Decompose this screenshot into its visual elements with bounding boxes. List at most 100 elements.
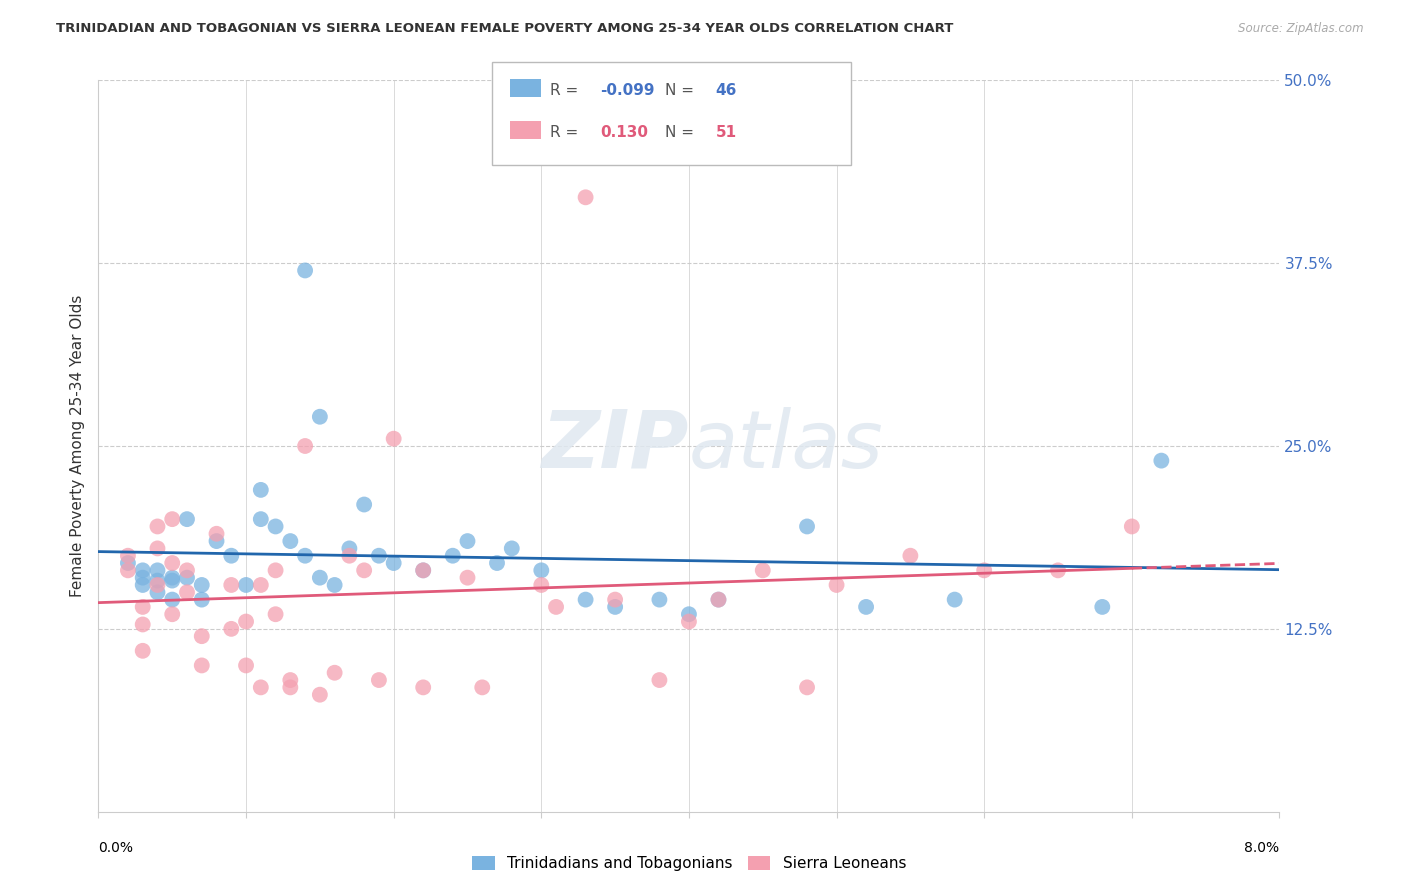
Point (441, 549, 464, 563)
Point (382, 432, 405, 446)
Point (205, 526, 228, 541)
Point (162, 574, 183, 588)
Point (796, 519, 818, 533)
Point (219, 622, 242, 636)
Text: atlas: atlas (689, 407, 884, 485)
Point (205, 534, 228, 549)
Point (132, 617, 155, 632)
Point (796, 681, 818, 695)
Point (412, 563, 434, 577)
Point (191, 658, 214, 673)
Text: Source: ZipAtlas.com: Source: ZipAtlas.com (1239, 22, 1364, 36)
Point (353, 563, 375, 577)
Text: 0.0%: 0.0% (98, 841, 134, 855)
Point (250, 578, 273, 592)
Point (648, 673, 671, 687)
Point (294, 549, 316, 563)
Point (132, 571, 155, 585)
Text: -0.099: -0.099 (600, 83, 655, 98)
Text: R =: R = (550, 125, 588, 140)
Text: 8.0%: 8.0% (1244, 841, 1279, 855)
Point (235, 615, 257, 629)
Point (146, 563, 169, 577)
Point (323, 578, 346, 592)
Point (323, 665, 346, 680)
Point (146, 519, 169, 533)
Point (219, 578, 242, 592)
Point (146, 574, 169, 588)
Point (337, 549, 360, 563)
Text: N =: N = (665, 83, 699, 98)
Text: N =: N = (665, 125, 699, 140)
Point (146, 541, 169, 556)
Point (943, 592, 966, 607)
Point (278, 673, 302, 687)
Point (412, 681, 434, 695)
Point (648, 592, 671, 607)
Point (146, 585, 169, 599)
Point (530, 563, 553, 577)
Point (678, 615, 700, 629)
Point (176, 571, 198, 585)
Point (1121, 519, 1143, 533)
Point (264, 519, 287, 533)
Text: ZIP: ZIP (541, 407, 689, 485)
Point (191, 592, 214, 607)
Point (605, 599, 627, 614)
Point (530, 578, 553, 592)
Point (117, 563, 139, 577)
Point (176, 563, 198, 577)
Point (235, 658, 257, 673)
Point (264, 607, 287, 622)
Y-axis label: Female Poverty Among 25-34 Year Olds: Female Poverty Among 25-34 Year Olds (69, 295, 84, 597)
Point (132, 599, 155, 614)
Point (678, 607, 700, 622)
Point (308, 409, 332, 424)
Point (456, 571, 478, 585)
Point (132, 578, 155, 592)
Point (132, 644, 155, 658)
Point (162, 556, 183, 570)
Point (855, 599, 877, 614)
Text: R =: R = (550, 83, 583, 98)
Point (235, 578, 257, 592)
Point (367, 673, 389, 687)
Point (250, 512, 273, 526)
Point (1150, 453, 1173, 467)
Point (973, 563, 995, 577)
Point (191, 629, 214, 643)
Text: 51: 51 (716, 125, 737, 140)
Point (162, 607, 183, 622)
Point (191, 578, 214, 592)
Point (308, 688, 332, 702)
Point (382, 556, 405, 570)
Point (176, 585, 198, 599)
Point (574, 592, 596, 607)
Text: 0.130: 0.130 (600, 125, 648, 140)
Point (250, 483, 273, 497)
Point (308, 571, 332, 585)
Point (546, 599, 568, 614)
Point (146, 578, 169, 592)
Point (162, 571, 183, 585)
Legend: Trinidadians and Tobagonians, Sierra Leoneans: Trinidadians and Tobagonians, Sierra Leo… (465, 850, 912, 877)
Point (574, 190, 596, 204)
Point (132, 563, 155, 577)
Point (471, 681, 494, 695)
Point (501, 541, 523, 556)
Point (367, 549, 389, 563)
Point (825, 578, 848, 592)
Point (117, 549, 139, 563)
Point (117, 556, 139, 570)
Point (278, 534, 302, 549)
Point (162, 592, 183, 607)
Point (707, 592, 730, 607)
Point (162, 512, 183, 526)
Point (605, 592, 627, 607)
Text: 46: 46 (716, 83, 737, 98)
Point (294, 263, 316, 277)
Point (264, 563, 287, 577)
Point (707, 592, 730, 607)
Point (337, 541, 360, 556)
Point (412, 563, 434, 577)
